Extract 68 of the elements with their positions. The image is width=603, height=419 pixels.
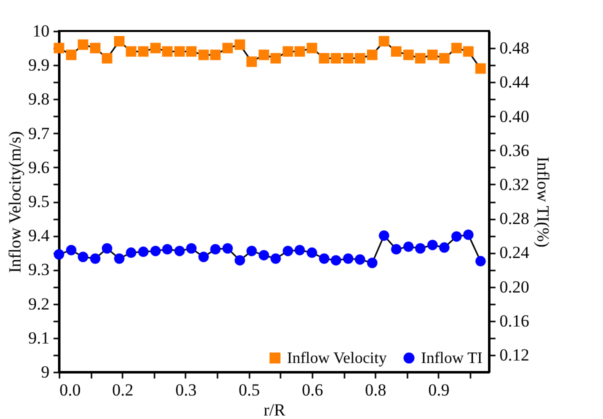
y-tick-label: 9.5 — [28, 192, 50, 211]
point — [66, 244, 76, 256]
y2-tick-label: 0.32 — [500, 174, 530, 194]
y-tick-label: 9.8 — [28, 90, 50, 109]
point — [306, 247, 318, 258]
y-tick-label: 9 — [41, 362, 50, 382]
y-tick-label: 9.2 — [28, 294, 50, 314]
point — [439, 242, 450, 253]
x-tick-label: 0.2 — [112, 380, 134, 400]
point — [114, 253, 125, 264]
y2-tick-label: 0.16 — [500, 311, 530, 330]
legend-label: Inflow Velocity — [287, 350, 387, 367]
y2-tick-label: 0.36 — [500, 140, 530, 160]
point — [318, 253, 330, 264]
point — [222, 243, 233, 254]
x-tick-label: 0.8 — [365, 380, 386, 400]
point — [174, 246, 185, 256]
point — [162, 244, 173, 254]
y-axis-title: Inflow Velocity(m/s) — [5, 131, 24, 273]
y2-tick-label: 0.12 — [500, 345, 530, 364]
legend-label: Inflow TI — [421, 350, 482, 367]
point — [198, 252, 209, 262]
point — [282, 246, 294, 256]
point — [294, 244, 305, 256]
x-tick-label: 0.6 — [302, 380, 324, 400]
point — [463, 230, 474, 240]
point — [378, 230, 390, 241]
point — [102, 243, 112, 254]
point — [90, 253, 100, 264]
y-tick-label: 9.4 — [28, 226, 50, 246]
y-tick-label: 9.1 — [28, 328, 50, 348]
x-tick-label: 0.3 — [175, 380, 197, 400]
y2-tick-label: 0.40 — [500, 106, 530, 126]
x-tick-label: 0.5 — [238, 380, 260, 400]
point — [138, 246, 149, 258]
x-tick-label: 0.9 — [428, 380, 450, 400]
point — [210, 244, 221, 254]
y-tick-label: 9.7 — [28, 124, 50, 143]
y2-tick-label: 0.28 — [500, 209, 530, 228]
point — [342, 253, 354, 264]
point — [415, 243, 426, 254]
point — [391, 244, 402, 254]
y-tick-label: 9.3 — [28, 260, 50, 280]
y2-tick-label: 0.24 — [500, 243, 530, 262]
y2-tick-label: 0.48 — [500, 38, 530, 58]
point — [234, 255, 246, 266]
y2-axis-title: Inflow TI(%) — [533, 156, 552, 248]
x-tick-label: 0.0 — [60, 380, 81, 400]
point — [270, 253, 281, 264]
y2-tick-label: 0.44 — [500, 72, 530, 92]
point — [451, 231, 462, 242]
point — [78, 252, 88, 262]
point — [126, 247, 136, 258]
point — [258, 250, 270, 260]
y-tick-label: 9.6 — [28, 158, 50, 177]
point — [246, 246, 257, 256]
point — [186, 243, 197, 254]
x-axis-title: r/R — [264, 400, 286, 419]
point — [403, 241, 414, 252]
point — [475, 256, 486, 266]
point — [330, 255, 342, 266]
y-tick-label: 9.9 — [28, 56, 50, 75]
y-tick-label: 10 — [32, 22, 50, 40]
point — [354, 254, 366, 265]
point — [150, 246, 161, 256]
y2-tick-label: 0.20 — [500, 277, 530, 296]
point — [366, 258, 378, 268]
point — [427, 240, 438, 250]
